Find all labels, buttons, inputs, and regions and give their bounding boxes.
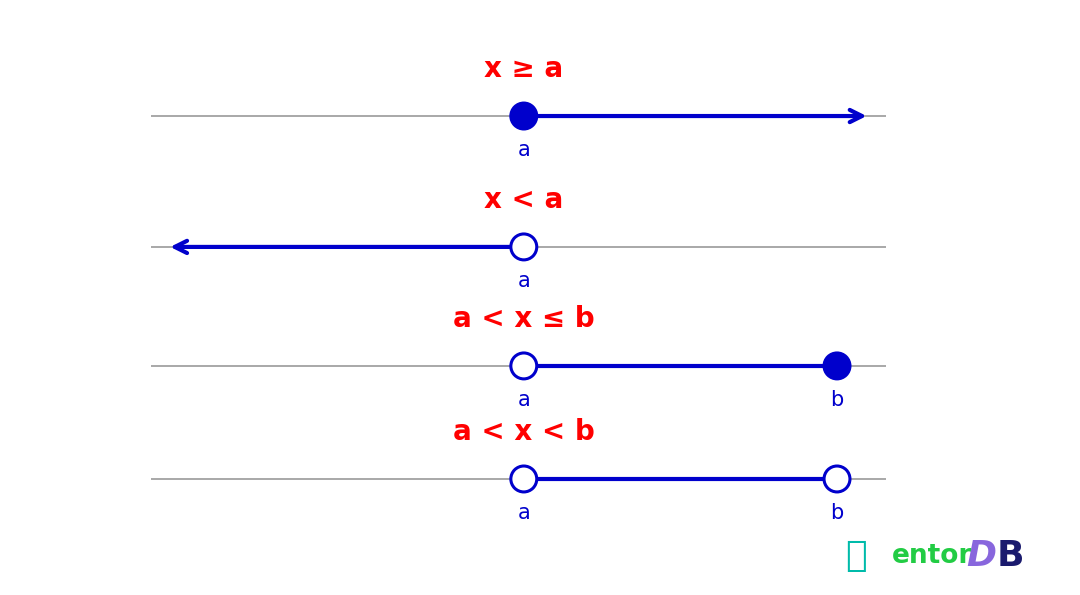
Ellipse shape	[824, 353, 850, 379]
Ellipse shape	[511, 353, 537, 379]
Text: a: a	[517, 271, 530, 291]
Ellipse shape	[511, 466, 537, 492]
Text: x ≥ a: x ≥ a	[484, 55, 564, 83]
Text: a < x ≤ b: a < x ≤ b	[453, 305, 595, 333]
Text: a: a	[517, 390, 530, 410]
Ellipse shape	[511, 103, 537, 129]
Ellipse shape	[824, 466, 850, 492]
Text: b: b	[831, 390, 843, 410]
Text: entor: entor	[892, 543, 972, 569]
Ellipse shape	[511, 234, 537, 260]
Text: D: D	[967, 539, 997, 574]
Text: b: b	[831, 503, 843, 523]
Text: B: B	[997, 539, 1024, 574]
Text: a: a	[517, 503, 530, 523]
Text: a < x < b: a < x < b	[453, 418, 595, 446]
Text: x < a: x < a	[484, 186, 564, 214]
Text: ⓜ: ⓜ	[846, 539, 867, 574]
Text: a: a	[517, 140, 530, 160]
